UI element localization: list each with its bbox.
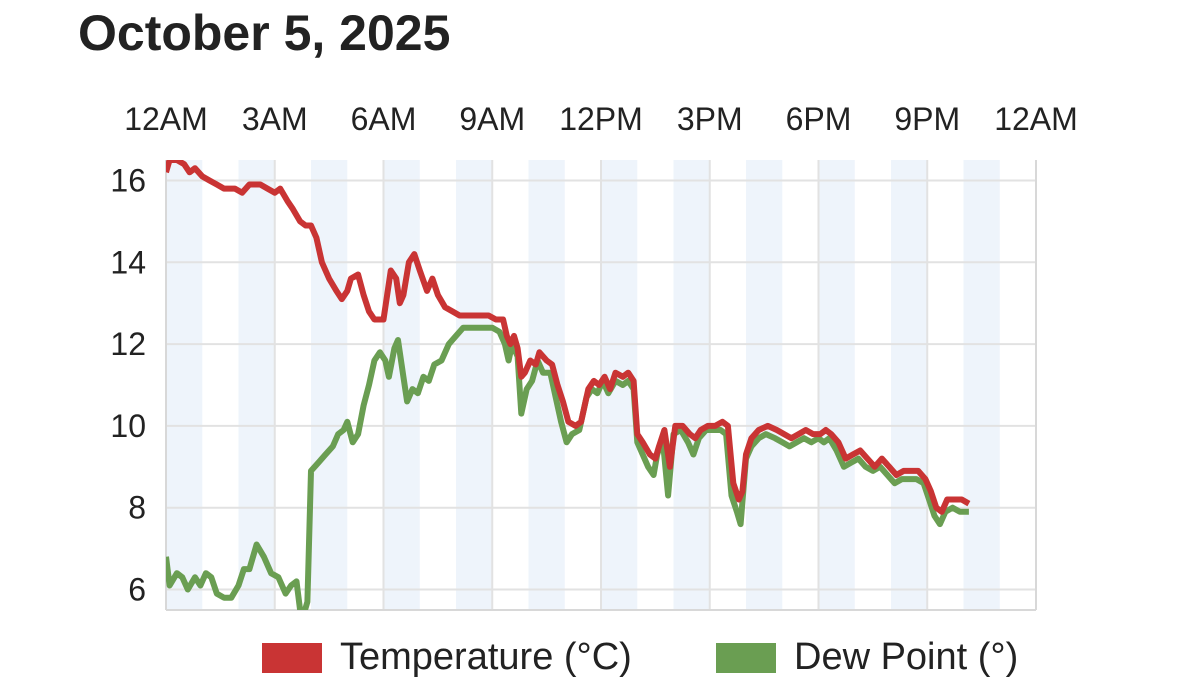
grid-lines [165,160,1037,611]
x-tick-label: 9PM [894,101,960,137]
x-tick-label: 9AM [459,101,525,137]
shaded-bands [166,160,1000,610]
shaded-band [818,160,855,610]
x-tick-label: 6AM [351,101,417,137]
y-tick-label: 6 [128,572,146,608]
y-tick-label: 10 [110,408,146,444]
x-tick-label: 12AM [124,101,208,137]
shaded-band [891,160,928,610]
temperature-line [166,160,971,515]
legend-label-dew-point: Dew Point (°) [794,636,1019,678]
line-chart: 12AM 3AM 6AM 9AM 12PM 3PM 6PM 9PM 12AM 6 8 10 12 14 1… [110,101,1078,611]
legend-swatch-dew-point [716,642,776,673]
shaded-band [311,160,348,610]
dew-point-line [166,324,969,610]
series-lines [166,160,971,610]
x-tick-label: 3PM [677,101,743,137]
legend-label-temperature: Temperature (°C) [340,636,632,678]
legend: Temperature (°C) Dew Point (°) [0,636,1200,684]
legend-item-temperature[interactable]: Temperature (°C) [262,636,632,679]
y-tick-label: 12 [110,326,146,362]
shaded-band [166,160,203,610]
legend-swatch-temperature [262,642,322,673]
shaded-band [963,160,1000,610]
y-tick-label: 14 [110,244,146,280]
chart-title: October 5, 2025 [78,5,451,61]
x-tick-label: 12AM [994,101,1078,137]
x-tick-label: 6PM [786,101,852,137]
shaded-band [673,160,710,610]
shaded-band [238,160,275,610]
y-tick-label: 8 [128,490,146,526]
x-axis-ticks: 12AM 3AM 6AM 9AM 12PM 3PM 6PM 9PM 12AM [124,101,1078,137]
shaded-band [746,160,783,610]
x-tick-label: 12PM [559,101,643,137]
x-tick-label: 3AM [242,101,308,137]
y-tick-label: 16 [110,162,146,198]
y-axis-ticks: 6 8 10 12 14 16 [110,162,146,607]
shaded-band [456,160,493,610]
legend-item-dew-point[interactable]: Dew Point (°) [716,636,1018,679]
